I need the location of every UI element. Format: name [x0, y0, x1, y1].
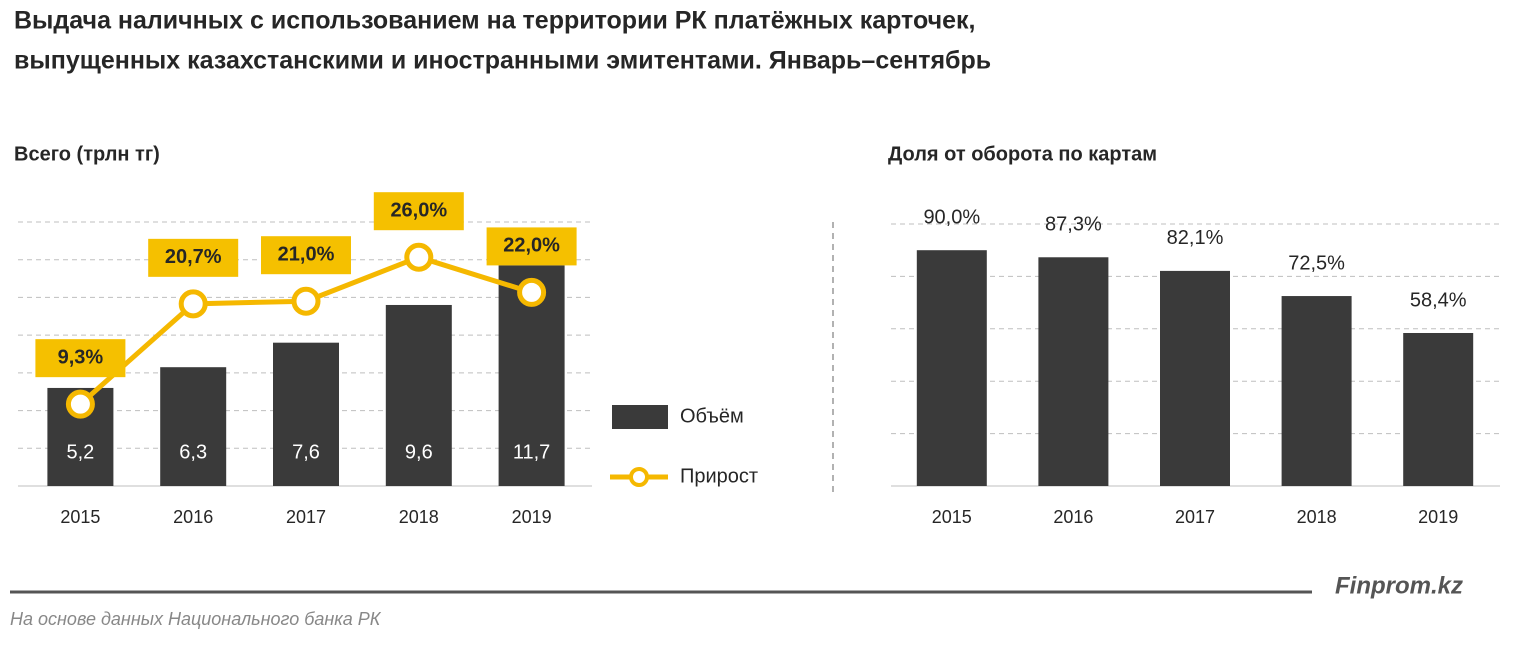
label-box: [261, 236, 351, 275]
x-tick-label: 2017: [1175, 507, 1215, 527]
point: [517, 277, 547, 307]
value-label: 58,4%: [1410, 289, 1467, 311]
x-tick-label: 2015: [932, 507, 972, 527]
bar: [1403, 332, 1474, 486]
chart-title: Доля от оборота по картам: [888, 143, 1157, 165]
legend-label: Объём: [680, 405, 744, 427]
x-tick-label: 2016: [1053, 507, 1093, 527]
value-label: 20,7%: [165, 246, 222, 268]
value-label: 82,1%: [1167, 227, 1224, 249]
x-tick-label: 2018: [399, 507, 439, 527]
chart-title: Всего (трлн тг): [14, 143, 160, 165]
bar: [385, 304, 452, 486]
value-label: 72,5%: [1288, 252, 1345, 274]
x-tick-label: 2016: [173, 507, 213, 527]
point: [178, 289, 208, 319]
x-tick-label: 2019: [1418, 507, 1458, 527]
value-label: 6,3: [179, 441, 207, 463]
label-box: [486, 227, 577, 266]
value-label: 9,6: [405, 441, 433, 463]
legend-label: Прирост: [680, 465, 758, 487]
legend-point: [629, 467, 649, 487]
x-tick-label: 2015: [60, 507, 100, 527]
value-label: 5,2: [66, 441, 94, 463]
value-label: 21,0%: [278, 243, 335, 265]
label-box: [148, 238, 239, 277]
value-label: 7,6: [292, 441, 320, 463]
legend-swatch: [612, 405, 668, 429]
bar: [1038, 257, 1109, 486]
point: [291, 286, 321, 316]
point: [404, 242, 434, 272]
value-label: 11,7: [513, 441, 550, 463]
bar: [273, 342, 339, 486]
title-line: Выдача наличных с использованием на терр…: [14, 7, 976, 35]
label-box: [35, 339, 126, 378]
bar: [160, 367, 227, 486]
brand: Finprom.kz: [1335, 572, 1463, 599]
value-label: 90,0%: [923, 206, 980, 228]
value-label: 87,3%: [1045, 214, 1102, 236]
value-label: 9,3%: [58, 346, 104, 368]
title-line: выпущенных казахстанскими и иностранными…: [14, 47, 991, 75]
x-tick-label: 2018: [1297, 507, 1337, 527]
value-label: 22,0%: [503, 235, 560, 257]
bar: [916, 250, 987, 486]
bar: [1281, 296, 1352, 486]
source: На основе данных Национального банка РК: [10, 609, 382, 629]
bar: [1160, 270, 1230, 486]
x-tick-label: 2017: [286, 507, 326, 527]
x-tick-label: 2019: [512, 507, 552, 527]
value-label: 26,0%: [390, 199, 447, 221]
point: [65, 389, 95, 419]
label-box: [373, 192, 464, 231]
